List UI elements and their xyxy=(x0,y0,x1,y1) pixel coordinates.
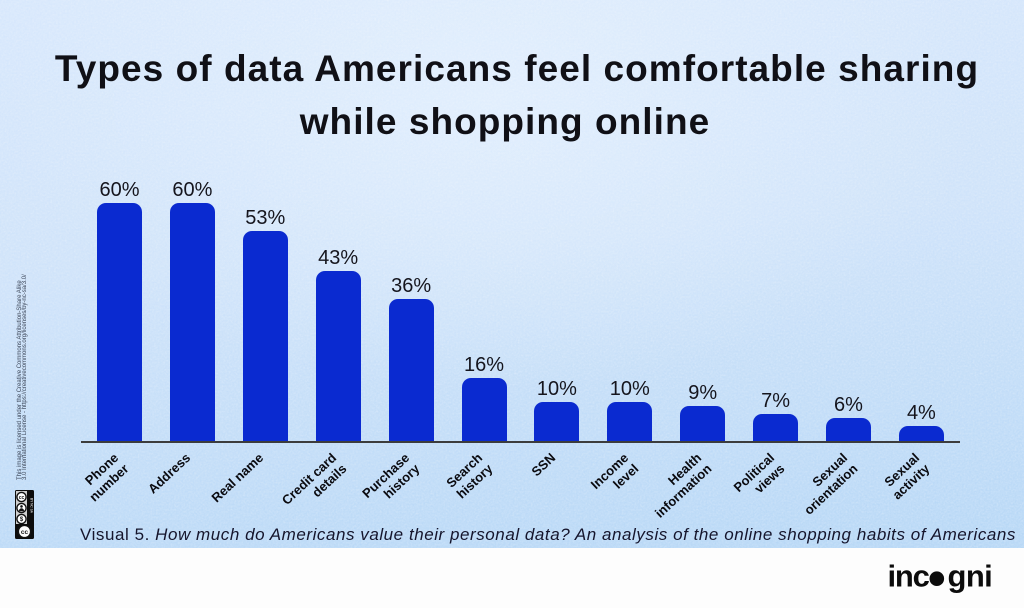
svg-text:inc: inc xyxy=(888,559,930,594)
svg-text:BY NC SA: BY NC SA xyxy=(30,498,34,514)
svg-text:$: $ xyxy=(20,517,24,523)
svg-text:cc: cc xyxy=(21,529,29,536)
svg-text:gni: gni xyxy=(948,559,993,594)
svg-text:cc: cc xyxy=(19,495,25,501)
